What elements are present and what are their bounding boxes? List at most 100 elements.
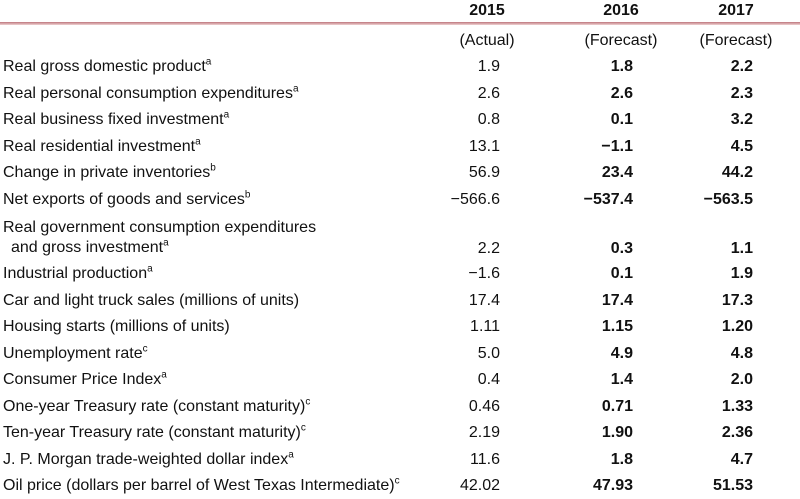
- value-2015: 17.4: [468, 291, 500, 309]
- value-2015: 2.2: [477, 240, 500, 257]
- value-2016: 0.71: [601, 397, 633, 415]
- table-row: Real business fixed investmenta 0.8 0.1 …: [0, 107, 800, 134]
- value-2015: 56.9: [468, 164, 500, 182]
- row-label: Oil price (dollars per barrel of West Te…: [3, 477, 395, 495]
- footnote-marker: a: [288, 449, 294, 461]
- value-2016: 2.6: [610, 84, 633, 102]
- table-row: Real residential investmenta 13.1 −1.1 4…: [0, 134, 800, 161]
- value-2016: 1.8: [610, 58, 633, 76]
- table-row: J. P. Morgan trade-weighted dollar index…: [0, 447, 800, 474]
- value-2016: 1.8: [610, 450, 633, 468]
- value-2016: −537.4: [583, 190, 633, 208]
- row-label: Ten-year Treasury rate (constant maturit…: [3, 424, 301, 442]
- footnote-marker: c: [394, 475, 400, 487]
- value-2017: 4.5: [730, 137, 753, 155]
- value-2015: 42.02: [459, 477, 500, 495]
- row-label: Net exports of goods and services: [3, 190, 245, 208]
- row-label-line1: Real government consumption expenditures: [3, 219, 317, 236]
- value-2016: −1.1: [601, 137, 633, 155]
- value-2017: 1.9: [730, 265, 753, 283]
- table-row: Real gross domestic producta 1.9 1.8 2.2: [0, 54, 800, 81]
- value-2017: 4.7: [730, 450, 753, 468]
- value-2015: 2.6: [477, 84, 500, 102]
- row-label: Change in private inventories: [3, 164, 211, 182]
- footnote-marker: b: [210, 162, 216, 174]
- footnote-marker: a: [147, 263, 153, 275]
- header-divider-rule: [0, 22, 800, 25]
- column-status-2017: (Forecast): [699, 32, 773, 49]
- value-2015: −1.6: [468, 265, 500, 283]
- column-header-2016: 2016: [603, 2, 639, 19]
- value-2016: 47.93: [592, 477, 633, 495]
- table-row: Change in private inventoriesb 56.9 23.4…: [0, 160, 800, 187]
- table-row: Real personal consumption expendituresa …: [0, 81, 800, 108]
- column-status-2015: (Actual): [459, 32, 515, 49]
- row-label: J. P. Morgan trade-weighted dollar index: [3, 450, 289, 468]
- table-header-row: 2015 2016 2017: [0, 0, 800, 22]
- table-row: Industrial productiona −1.6 0.1 1.9: [0, 261, 800, 288]
- value-2017: 2.36: [721, 424, 753, 442]
- value-2017: 1.20: [721, 318, 753, 336]
- row-label: Consumer Price Index: [3, 371, 162, 389]
- column-header-2015: 2015: [469, 2, 505, 19]
- table-row: Unemployment ratec 5.0 4.9 4.8: [0, 341, 800, 368]
- value-2017: 17.3: [721, 291, 753, 309]
- value-2015: 2.19: [468, 424, 500, 442]
- value-2015: 0.4: [477, 371, 500, 389]
- row-label: Real residential investment: [3, 137, 196, 155]
- value-2016: 1.15: [601, 318, 633, 336]
- table-row: Consumer Price Indexa 0.4 1.4 2.0: [0, 367, 800, 394]
- value-2015: −566.6: [450, 190, 500, 208]
- row-label: One-year Treasury rate (constant maturit…: [3, 397, 306, 415]
- footnote-marker: b: [244, 189, 251, 201]
- footnote-marker: a: [292, 83, 299, 95]
- row-label: Unemployment rate: [3, 344, 143, 362]
- value-2017: 3.2: [730, 111, 753, 129]
- table-row: Oil price (dollars per barrel of West Te…: [0, 473, 800, 499]
- value-2015: 0.46: [468, 397, 500, 415]
- value-2016: 4.9: [610, 344, 633, 362]
- value-2016: 17.4: [601, 291, 633, 309]
- value-2016: 1.4: [610, 371, 633, 389]
- footnote-marker: c: [142, 343, 148, 355]
- row-label: Real gross domestic product: [3, 58, 206, 76]
- value-2016: 0.3: [610, 240, 633, 257]
- table-row: Real government consumption expenditures…: [0, 213, 800, 261]
- footnote-marker: a: [205, 56, 212, 68]
- value-2015: 1.11: [470, 318, 500, 336]
- value-2016: 0.1: [610, 111, 633, 129]
- value-2015: 0.8: [477, 111, 500, 129]
- value-2017: 1.1: [730, 240, 753, 257]
- value-2015: 5.0: [477, 344, 500, 362]
- column-status-2016: (Forecast): [584, 32, 658, 49]
- row-label: Housing starts (millions of units): [3, 318, 230, 336]
- value-2015: 1.9: [477, 58, 500, 76]
- table-row: Car and light truck sales (millions of u…: [0, 288, 800, 315]
- table-row: Net exports of goods and servicesb −566.…: [0, 187, 800, 214]
- footnote-marker: a: [195, 136, 201, 148]
- row-label-line2: and gross investment: [11, 239, 164, 256]
- value-2017: 4.8: [730, 344, 753, 362]
- value-2017: 51.53: [712, 477, 753, 495]
- footnote-marker: c: [300, 422, 306, 434]
- footnote-marker: a: [161, 369, 167, 381]
- column-header-2017: 2017: [718, 2, 754, 19]
- row-label: Car and light truck sales (millions of u…: [3, 291, 300, 309]
- row-label: Real business fixed investment: [3, 111, 224, 129]
- value-2017: −563.5: [703, 190, 753, 208]
- table-row: One-year Treasury rate (constant maturit…: [0, 394, 800, 421]
- row-label: Real personal consumption expenditures: [3, 84, 293, 102]
- value-2017: 1.33: [721, 397, 753, 415]
- table-subheader-row: (Actual) (Forecast) (Forecast): [0, 25, 800, 54]
- footnote-marker: c: [305, 396, 311, 408]
- value-2015: 13.1: [468, 137, 500, 155]
- footnote-marker: a: [163, 237, 169, 249]
- value-2015: 11.6: [470, 450, 500, 468]
- table-row: Housing starts (millions of units) 1.11 …: [0, 314, 800, 341]
- value-2017: 2.3: [730, 84, 753, 102]
- table-row: Ten-year Treasury rate (constant maturit…: [0, 420, 800, 447]
- row-label: Industrial production: [3, 265, 148, 283]
- value-2017: 44.2: [721, 164, 753, 182]
- value-2017: 2.0: [730, 371, 753, 389]
